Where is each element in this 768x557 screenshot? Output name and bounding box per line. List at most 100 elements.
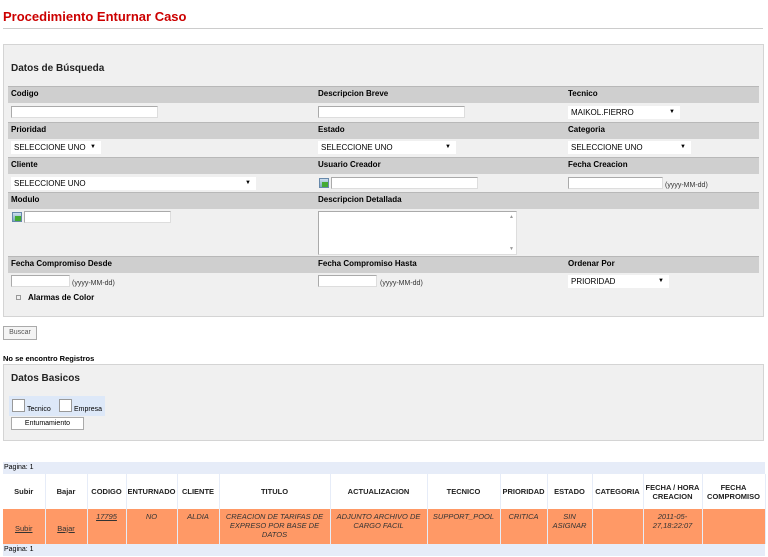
usuario-creador-label: Usuario Creador [318,160,381,169]
radio-tecnico[interactable] [12,399,25,412]
date-format-hint: (yyyy-MM-dd) [665,182,708,189]
basicos-panel [3,364,764,441]
tecnico-value: MAIKOL.FIERRO [571,108,634,117]
enturnamiento-button[interactable]: Entumamiento [11,417,84,430]
date-format-hint: (yyyy-MM-dd) [72,280,115,287]
estado-select[interactable]: SELECCIONE UNO ▼ [318,141,456,154]
prioridad-value: SELECCIONE UNO [14,143,86,152]
lookup-icon[interactable] [12,212,22,222]
fecha-hasta-input[interactable] [318,275,377,287]
chevron-down-icon: ▼ [680,144,686,150]
buscar-button[interactable]: Buscar [3,326,37,340]
table-cell: Subir [3,509,46,544]
cases-table: Subir Bajar CODIGO ENTURNADO CLIENTE TITULO AC… [3,474,766,544]
table-cell [592,509,644,544]
column-header: TECNICO [427,474,501,509]
descripcion-breve-label: Descripcion Breve [318,89,389,98]
categoria-value: SELECCIONE UNO [571,143,643,152]
table-cell: Bajar [45,509,88,544]
column-header: Subir [3,474,46,509]
prioridad-select[interactable]: SELECCIONE UNO ▼ [11,141,101,154]
prioridad-label: Prioridad [11,125,47,134]
usuario-creador-input[interactable] [331,177,478,189]
ordenar-value: PRIORIDAD [571,277,616,286]
column-header: FECHA COMPROMISO [702,474,766,509]
column-header: ESTADO [547,474,593,509]
table-cell: ADJUNTO ARCHIVO DE CARGO FACIL [330,509,428,544]
label-row: Prioridad Estado Categoria [8,122,759,139]
column-header: FECHA / HORA CREACION [643,474,703,509]
codigo-input[interactable] [11,106,158,118]
tecnico-label: Tecnico [568,89,598,98]
modulo-input[interactable] [24,211,171,223]
table-header-row: Subir Bajar CODIGO ENTURNADO CLIENTE TITULO AC… [3,474,766,509]
fecha-hasta-label: Fecha Compromiso Hasta [318,259,417,268]
fecha-desde-label: Fecha Compromiso Desde [11,259,112,268]
table-cell: 2011-05-27,18:22:07 [643,509,703,544]
column-header: ACTUALIZACION [330,474,428,509]
table-cell: SUPPORT_POOL [427,509,501,544]
chevron-down-icon: ▼ [245,180,251,186]
column-header: ENTURNADO [126,474,178,509]
fecha-desde-input[interactable] [11,275,70,287]
codigo-link[interactable]: 17795 [96,512,117,521]
ordenar-label: Ordenar Por [568,259,615,268]
basicos-title: Datos Basicos [11,373,80,384]
label-row: Cliente Usuario Creador Fecha Creacion [8,157,759,174]
cliente-value: SELECCIONE UNO [14,179,86,188]
pagination-bottom: Pagina: 1 [3,544,765,556]
table-row: Subir Bajar 17795 NO ALDIA CREACION DE TARIFA… [3,509,766,544]
chevron-down-icon: ▼ [445,144,451,150]
expand-icon[interactable] [16,295,21,300]
column-header: TITULO [219,474,331,509]
estado-value: SELECCIONE UNO [321,143,393,152]
page-title: Procedimiento Enturnar Caso [3,9,187,24]
scroll-down-icon[interactable]: ▼ [509,246,514,252]
subir-link[interactable]: Subir [14,523,33,533]
no-records-message: No se encontro Registros [3,354,95,363]
label-row: Modulo Descripcion Detallada [8,192,759,209]
codigo-label: Codigo [11,89,39,98]
descripcion-detallada-label: Descripcion Detallada [318,195,402,204]
radio-group: Tecnico Empresa [9,396,105,416]
ordenar-select[interactable]: PRIORIDAD ▼ [568,275,669,288]
table-cell: CREACION DE TARIFAS DE EXPRESO POR BASE … [219,509,331,544]
table-cell: ALDIA [177,509,220,544]
radio-empresa[interactable] [59,399,72,412]
pagination-top: Pagina: 1 [3,462,765,474]
date-format-hint: (yyyy-MM-dd) [380,280,423,287]
alarmas-toggle[interactable]: Alarmas de Color [28,293,95,302]
modulo-label: Modulo [11,195,40,204]
chevron-down-icon: ▼ [658,278,664,284]
categoria-select[interactable]: SELECCIONE UNO ▼ [568,141,691,154]
tecnico-select[interactable]: MAIKOL.FIERRO ▼ [568,106,680,119]
radio-empresa-label: Empresa [74,406,103,413]
table-cell [702,509,766,544]
column-header: CODIGO [87,474,127,509]
cliente-label: Cliente [11,160,38,169]
estado-label: Estado [318,125,345,134]
table-cell: CRITICA [500,509,548,544]
column-header: Bajar [45,474,88,509]
categoria-label: Categoria [568,125,605,134]
label-row: Fecha Compromiso Desde Fecha Compromiso … [8,256,759,273]
scroll-up-icon[interactable]: ▲ [509,214,514,220]
fecha-creacion-input[interactable] [568,177,663,189]
lookup-icon[interactable] [319,178,329,188]
table-cell: 17795 [87,509,127,544]
radio-tecnico-label: Tecnico [27,406,51,413]
descripcion-breve-input[interactable] [318,106,465,118]
descripcion-detallada-textarea[interactable]: ▲ ▼ [318,211,517,255]
label-row: Codigo Descripcion Breve Tecnico [8,86,759,103]
column-header: CLIENTE [177,474,220,509]
cliente-select[interactable]: SELECCIONE UNO ▼ [11,177,256,190]
column-header: PRIORIDAD [500,474,548,509]
search-title: Datos de Búsqueda [11,63,105,74]
divider [3,28,763,29]
chevron-down-icon: ▼ [669,109,675,115]
table-cell: NO [126,509,178,544]
table-cell: SIN ASIGNAR [547,509,593,544]
chevron-down-icon: ▼ [90,144,96,150]
bajar-link[interactable]: Bajar [57,523,75,533]
column-header: CATEGORIA [592,474,644,509]
